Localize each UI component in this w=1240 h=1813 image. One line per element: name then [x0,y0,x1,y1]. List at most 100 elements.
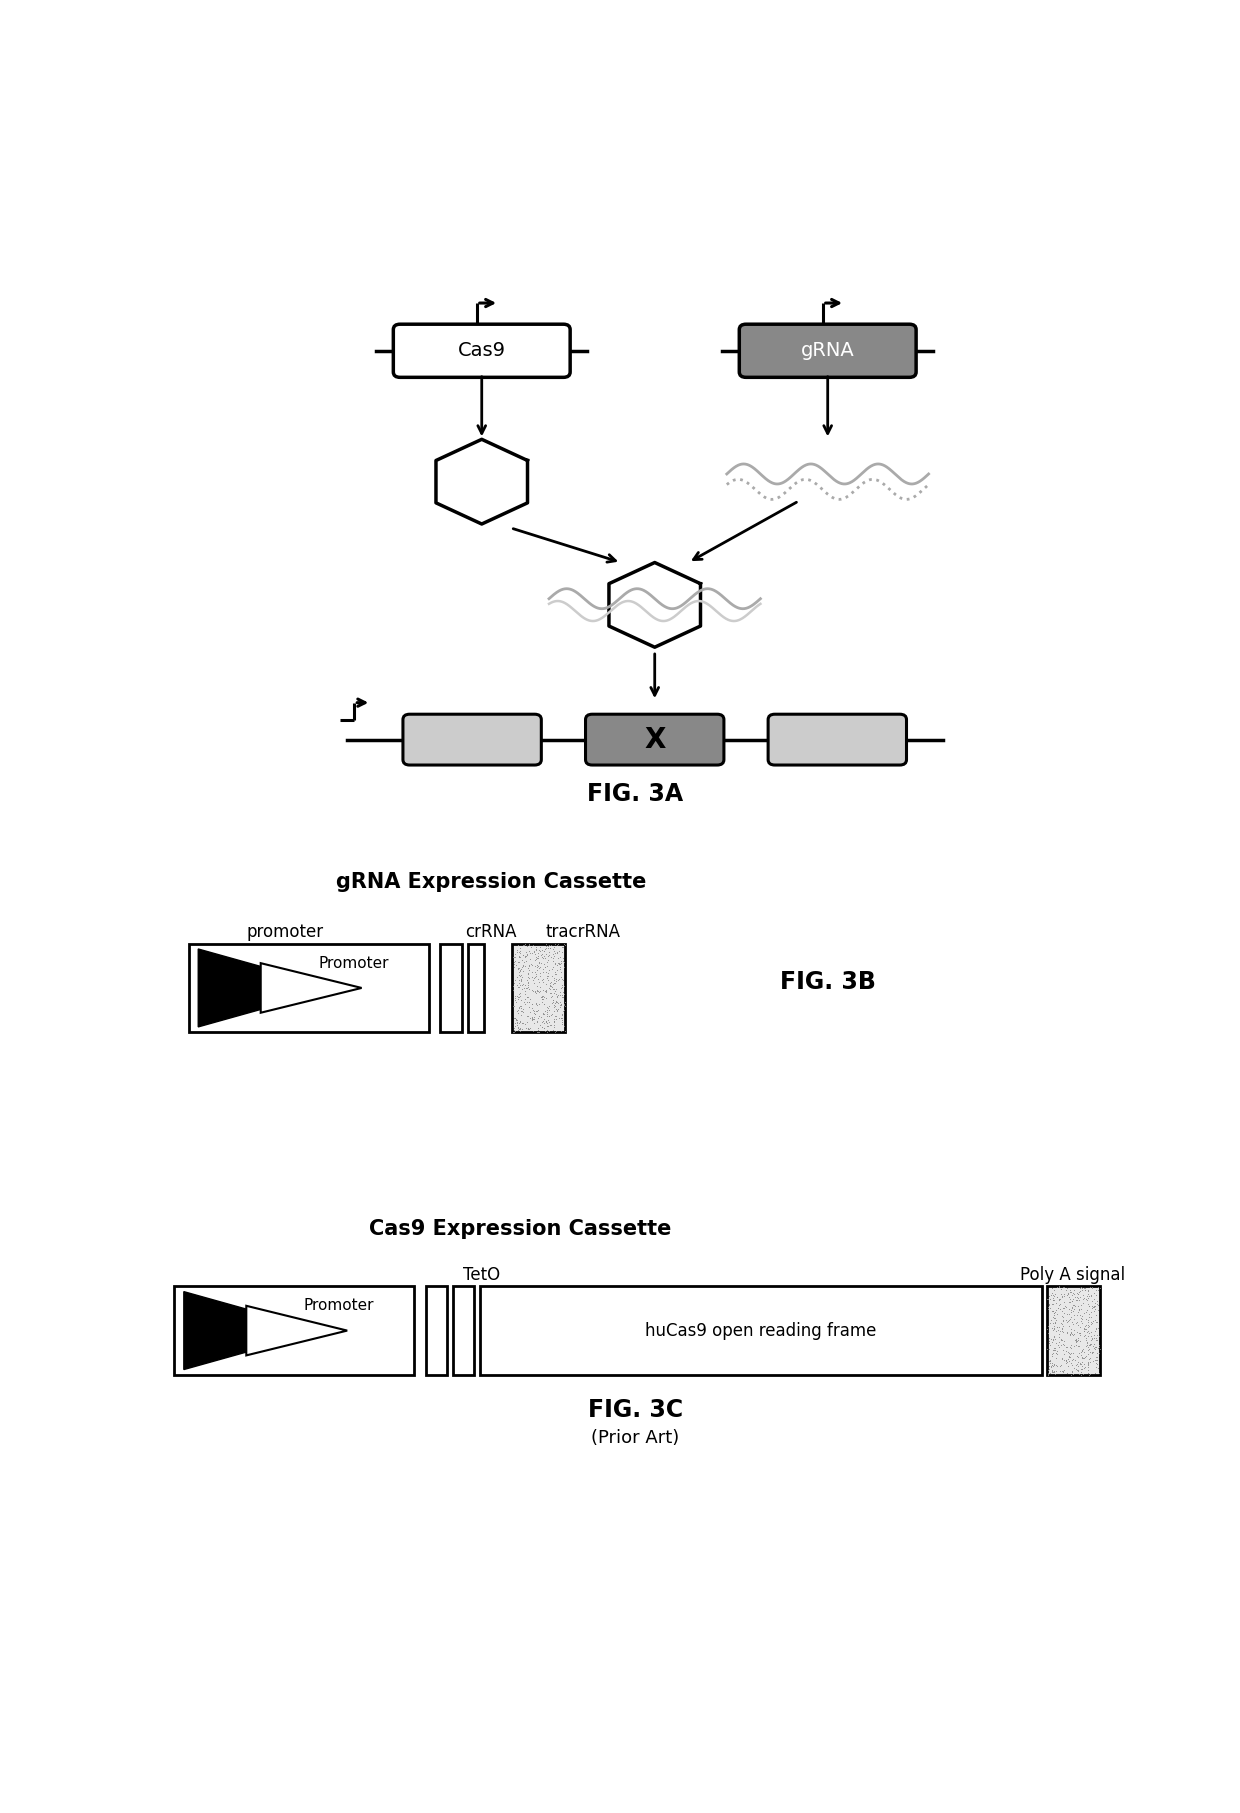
Point [1076,1323,1096,1352]
Point [1056,1282,1076,1311]
Point [515,948,534,977]
Point [1066,1285,1086,1314]
Point [541,930,560,959]
Point [1044,1323,1064,1352]
Point [522,1003,542,1032]
Point [1059,1287,1079,1316]
Point [1068,1342,1087,1371]
Point [547,979,567,1008]
Point [554,990,574,1019]
Point [1042,1340,1061,1369]
Point [1079,1351,1099,1380]
Point [548,995,568,1024]
Point [551,946,570,975]
Point [503,1017,523,1046]
Point [1069,1325,1089,1354]
Point [553,946,573,975]
Polygon shape [198,948,337,1026]
Point [520,952,539,981]
Point [1068,1349,1087,1378]
Point [1078,1329,1097,1358]
Point [1044,1300,1064,1329]
Point [1090,1273,1110,1302]
Point [1049,1352,1069,1382]
Point [507,946,527,975]
Point [1058,1347,1078,1376]
Point [528,1017,548,1046]
Point [1078,1333,1097,1362]
Point [1061,1298,1081,1327]
FancyBboxPatch shape [739,325,916,377]
Point [508,1010,528,1039]
Point [1060,1331,1080,1360]
Point [534,995,554,1024]
Point [1039,1345,1059,1374]
Point [1080,1343,1100,1372]
Point [1047,1284,1066,1313]
Point [543,934,563,963]
Point [536,932,556,961]
Point [537,965,557,994]
Point [508,983,528,1012]
Point [546,975,565,1004]
Point [518,986,538,1015]
Point [522,965,542,994]
Point [1039,1329,1059,1358]
Point [543,974,563,1003]
Point [520,939,539,968]
Point [1075,1320,1095,1349]
Point [1085,1345,1105,1374]
Point [1085,1291,1105,1320]
Point [552,999,572,1028]
Point [1054,1278,1074,1307]
Point [507,970,527,999]
Point [1086,1342,1106,1371]
Point [1069,1294,1089,1323]
Point [1056,1300,1076,1329]
Bar [480,1285,1042,1374]
Point [1068,1356,1087,1385]
Point [503,952,523,981]
Point [510,1013,529,1042]
Point [533,968,553,997]
Point [548,966,568,995]
Point [1073,1275,1092,1304]
Point [548,981,568,1010]
Point [1083,1273,1102,1302]
Point [1043,1358,1063,1387]
Point [527,1017,547,1046]
Point [533,1013,553,1042]
Text: (Prior Art): (Prior Art) [591,1429,680,1447]
Text: FIG. 3A: FIG. 3A [588,781,683,805]
Point [552,981,572,1010]
Point [503,1017,523,1046]
Point [1073,1360,1092,1389]
Point [512,954,532,983]
Point [520,988,539,1017]
Point [1073,1276,1092,1305]
Point [1061,1294,1081,1323]
Point [544,1003,564,1032]
Point [1089,1331,1109,1360]
Point [533,999,553,1028]
Point [1042,1273,1061,1302]
Point [1079,1345,1099,1374]
Point [1064,1275,1084,1304]
Point [531,983,551,1012]
Point [507,963,527,992]
Point [1060,1275,1080,1304]
Point [507,1010,527,1039]
Point [525,999,544,1028]
Point [522,990,542,1019]
Point [537,997,557,1026]
Point [1080,1331,1100,1360]
Text: Promoter: Promoter [319,955,389,970]
Point [511,992,531,1021]
Point [1087,1343,1107,1372]
Bar [453,1285,474,1374]
Point [1071,1340,1091,1369]
Point [511,966,531,995]
Point [522,963,542,992]
Point [1078,1313,1097,1342]
Point [510,1008,529,1037]
